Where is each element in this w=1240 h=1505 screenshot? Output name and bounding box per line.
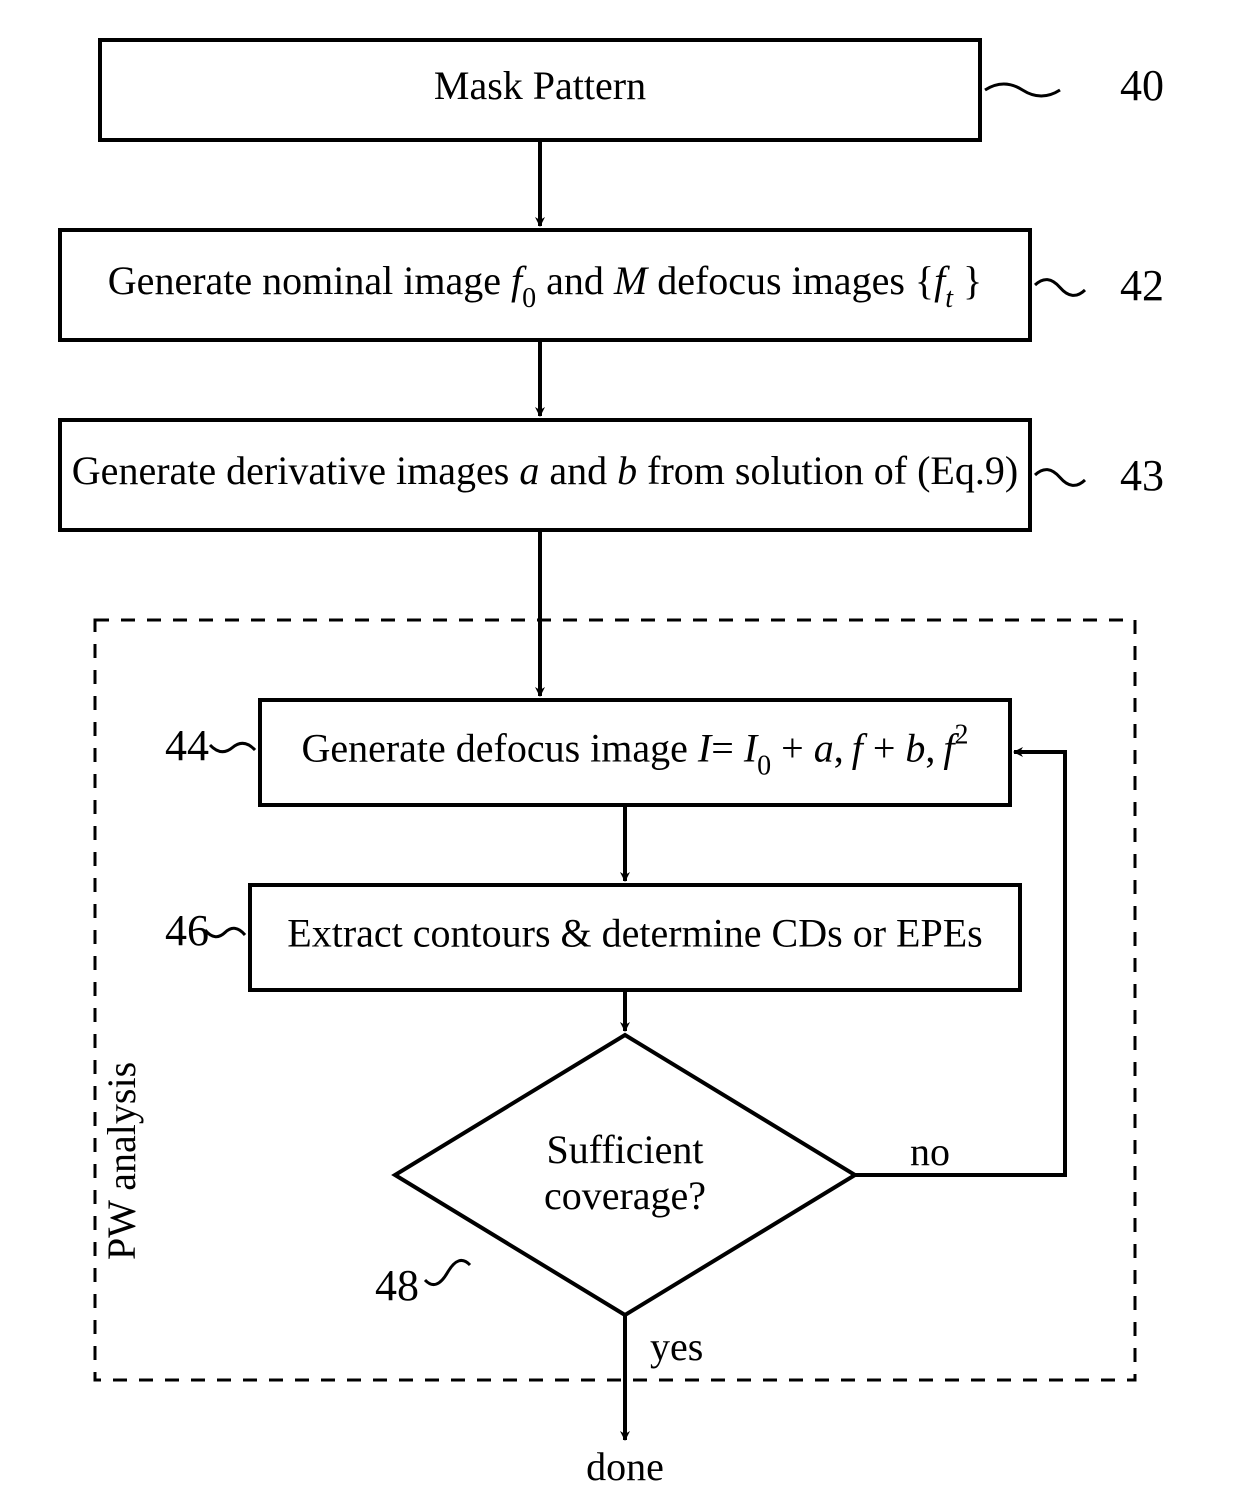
ref-r40: 40 (1120, 61, 1164, 110)
ref-r48: 48 (375, 1261, 419, 1310)
decision-line2: coverage? (544, 1173, 706, 1218)
ref-leader-r44 (210, 743, 255, 751)
ref-leader-r43 (1035, 470, 1085, 486)
ref-leader-r48 (425, 1260, 470, 1284)
ref-r42: 42 (1120, 261, 1164, 310)
ref-leader-r40 (985, 84, 1060, 96)
box-b43-text: Generate derivative images a and b from … (72, 448, 1018, 493)
decision-line1: Sufficient (546, 1127, 703, 1172)
end-label: done (586, 1444, 664, 1489)
branch-label-yes: yes (650, 1324, 703, 1369)
ref-r43: 43 (1120, 451, 1164, 500)
ref-leader-r46 (205, 928, 245, 936)
flowchart: PW analysisMask PatternGenerate nominal … (0, 0, 1240, 1505)
ref-r44: 44 (165, 721, 209, 770)
ref-r46: 46 (165, 906, 209, 955)
ref-leader-r42 (1035, 280, 1085, 296)
branch-label-no: no (910, 1129, 950, 1174)
pw-analysis-label: PW analysis (99, 1062, 144, 1260)
box-b46-text: Extract contours & determine CDs or EPEs (287, 911, 982, 956)
box-b40-text: Mask Pattern (434, 63, 646, 108)
